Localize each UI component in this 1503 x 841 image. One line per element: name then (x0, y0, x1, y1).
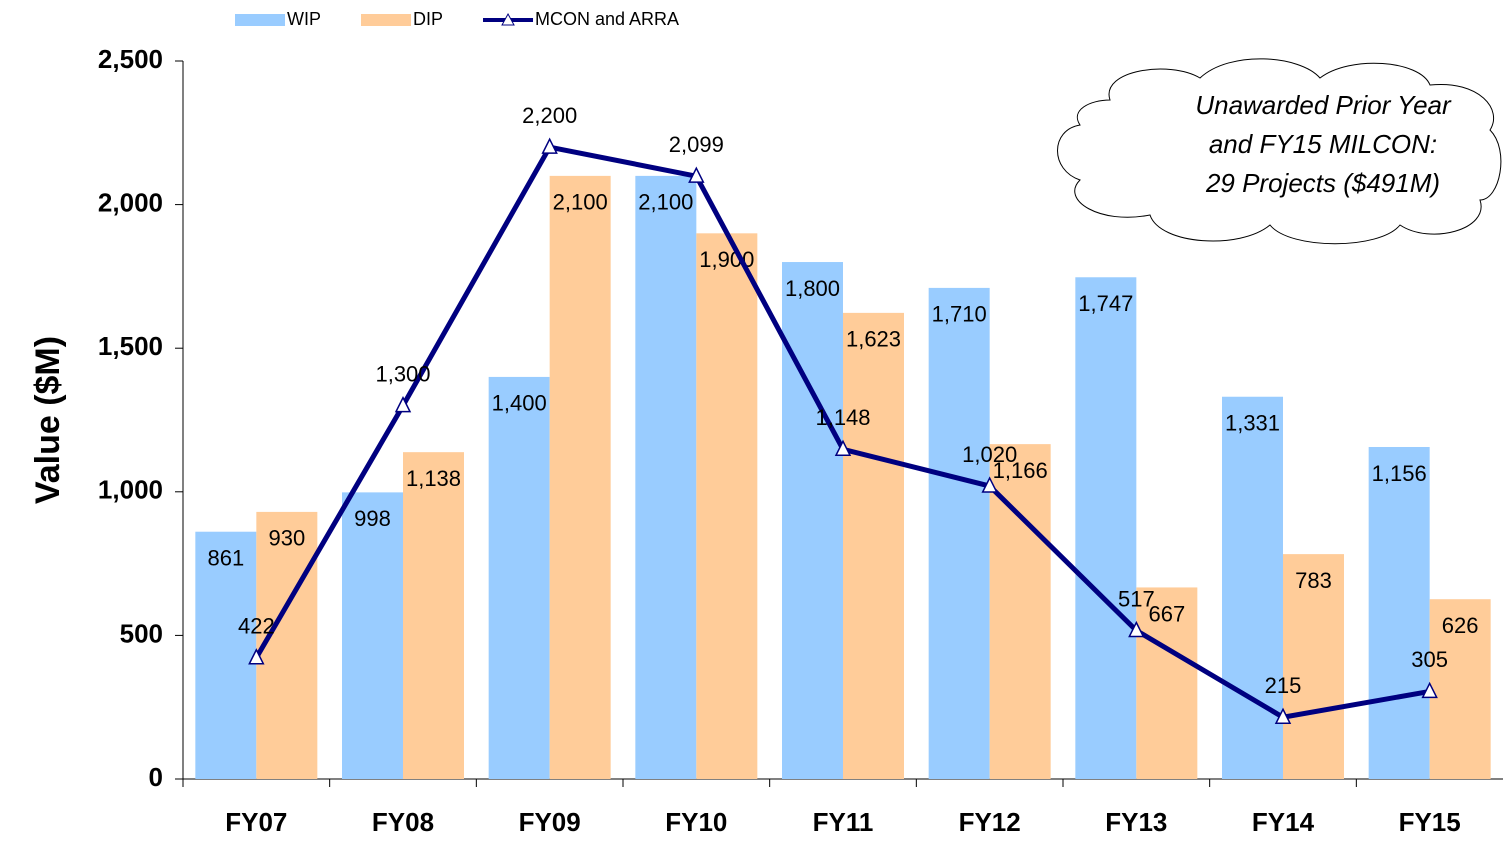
x-tick-label: FY11 (813, 807, 874, 837)
bar (928, 287, 990, 779)
bar (1222, 396, 1283, 779)
y-tick-label: 500 (120, 618, 163, 648)
line-value-label: 1,020 (962, 442, 1017, 467)
bar (843, 312, 904, 779)
line-value-label: 305 (1411, 647, 1448, 672)
x-tick-label: FY07 (225, 807, 287, 837)
line-value-label: 2,200 (522, 103, 577, 128)
y-tick-label: 2,500 (98, 44, 163, 74)
line-marker (1274, 707, 1292, 725)
x-tick-label: FY09 (519, 807, 581, 837)
bar (635, 175, 697, 779)
bar (403, 452, 464, 779)
bar-value-label: 667 (1148, 601, 1185, 626)
line-marker (688, 166, 705, 183)
bar-value-label: 783 (1295, 568, 1332, 593)
bar (256, 511, 318, 779)
bar (1283, 554, 1344, 779)
bar-value-label: 1,800 (785, 276, 840, 301)
legend-label: MCON and ARRA (535, 9, 679, 29)
line-value-label: 1,300 (375, 361, 430, 386)
bar-value-label: 1,623 (846, 327, 901, 352)
bar-value-label: 861 (207, 546, 244, 571)
line-marker (1128, 620, 1145, 638)
line-marker (834, 439, 852, 457)
annotation: Unawarded Prior Year (1195, 90, 1452, 120)
bar (1136, 587, 1198, 779)
bar-value-label: 1,138 (406, 466, 461, 491)
bar (549, 175, 611, 779)
x-tick-label: FY14 (1252, 807, 1315, 837)
bar-value-label: 1,710 (932, 302, 987, 327)
bar (1075, 277, 1137, 779)
line-value-label: 1,148 (815, 405, 870, 430)
bar (989, 444, 1051, 779)
bar-value-label: 1,747 (1078, 291, 1133, 316)
bar (342, 492, 403, 779)
line-value-label: 215 (1265, 673, 1302, 698)
line-marker (1421, 681, 1438, 699)
bar-value-label: 1,331 (1225, 411, 1280, 436)
line-marker (248, 648, 265, 665)
bar (696, 233, 758, 779)
bar-value-label: 2,100 (638, 190, 693, 215)
legend-swatch (361, 14, 411, 26)
y-tick-label: 1,500 (98, 331, 163, 361)
bar-value-label: 998 (354, 506, 391, 531)
bar (1368, 446, 1430, 779)
line-value-label: 422 (238, 614, 275, 639)
x-tick-label: FY15 (1399, 807, 1461, 837)
y-tick-label: 2,000 (98, 187, 163, 217)
bar-value-label: 1,156 (1372, 461, 1427, 486)
line-value-label: 2,099 (669, 132, 724, 157)
legend-swatch (235, 14, 285, 26)
bar-value-label: 930 (268, 526, 305, 551)
bar (782, 262, 843, 779)
bar-value-label: 2,100 (553, 190, 608, 215)
x-tick-label: FY12 (959, 807, 1021, 837)
annotation: and FY15 MILCON: (1209, 129, 1437, 159)
line-value-label: 517 (1118, 586, 1155, 611)
x-tick-label: FY10 (665, 807, 727, 837)
bar-value-label: 1,166 (993, 458, 1048, 483)
legend-label: DIP (413, 9, 443, 29)
bar-value-label: 626 (1442, 613, 1479, 638)
x-tick-label: FY08 (372, 807, 434, 837)
annotation-cloud (1057, 58, 1502, 245)
line-marker (541, 137, 558, 154)
bar-value-label: 1,400 (492, 391, 547, 416)
annotation: 29 Projects ($491M) (1205, 168, 1440, 198)
bar (1429, 599, 1491, 779)
line-marker (394, 395, 412, 413)
bar (195, 531, 257, 779)
y-tick-label: 1,000 (98, 475, 163, 505)
line-marker (981, 476, 998, 493)
legend-marker (501, 12, 515, 26)
y-axis-label: Value ($M) (29, 336, 67, 504)
x-tick-label: FY13 (1105, 807, 1167, 837)
y-tick-label: 0 (149, 762, 163, 792)
bar (488, 376, 550, 779)
legend-label: WIP (287, 9, 321, 29)
